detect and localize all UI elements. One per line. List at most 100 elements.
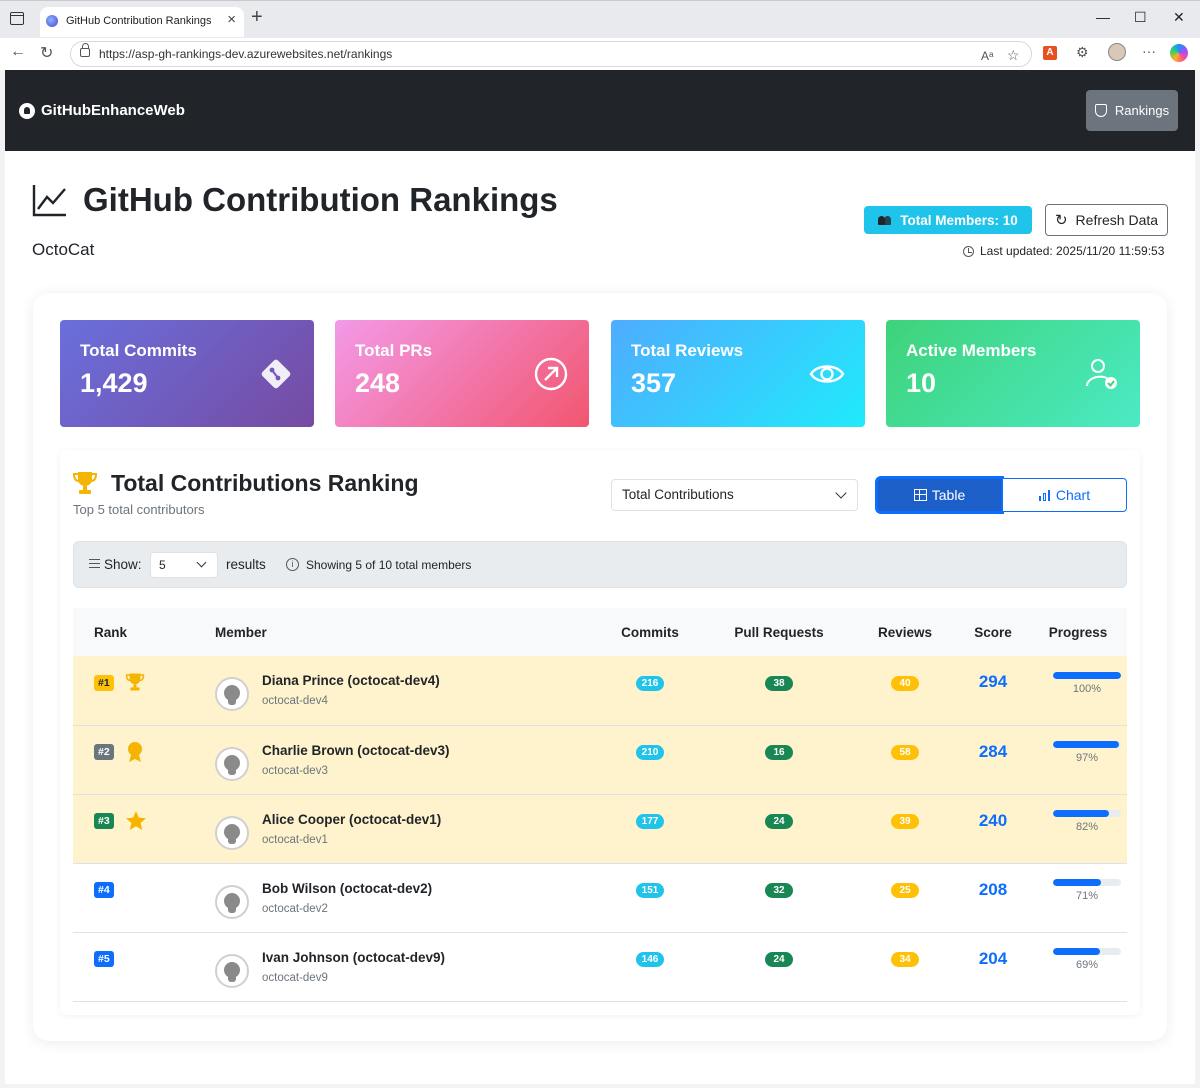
refresh-label: Refresh Data (1075, 212, 1159, 228)
table-view-button[interactable]: Table (877, 478, 1002, 512)
url-field[interactable]: https://asp-gh-rankings-dev.azurewebsite… (70, 41, 1032, 67)
member-name[interactable]: Ivan Johnson (octocat-dev9) (262, 949, 446, 965)
extension-a-icon[interactable]: A (1043, 46, 1057, 60)
table-row[interactable]: #4 Bob Wilson (octocat-dev2) octocat-dev… (73, 863, 1127, 932)
org-name: OctoCat (32, 240, 95, 259)
progress-bar: 71% (1053, 879, 1121, 902)
page-title: GitHub Contribution Rankings (83, 181, 558, 218)
prs-count: 24 (765, 952, 793, 967)
maximize-icon[interactable]: ☐ (1134, 9, 1147, 25)
member-cell: Bob Wilson (octocat-dev2) octocat-dev2 (215, 863, 595, 932)
rank-cell: #5 (73, 932, 215, 1001)
rank-cell: #1 (73, 656, 215, 725)
stat-card-reviews: Total Reviews 357 (611, 320, 865, 427)
progress-label: 100% (1072, 682, 1102, 695)
profile-avatar-icon[interactable] (1108, 43, 1126, 61)
column-header-rank[interactable]: Rank (94, 624, 128, 640)
column-header-pull-requests[interactable]: Pull Requests (734, 624, 824, 640)
member-name[interactable]: Diana Prince (octocat-dev4) (262, 673, 440, 689)
new-tab-icon[interactable]: + (251, 6, 263, 28)
progress-label: 82% (1075, 821, 1099, 833)
clock-icon (963, 245, 974, 257)
brand-name: GitHubEnhanceWeb (41, 102, 185, 119)
column-header-member[interactable]: Member (215, 624, 267, 640)
filter-bar: Show: 5 results i Showing 5 of 10 total … (73, 541, 1127, 588)
refresh-data-button[interactable]: ↻ Refresh Data (1045, 204, 1168, 236)
progress-bar: 82% (1053, 810, 1121, 833)
browser-tabbar: GitHub Contribution Rankings × + — ☐ ✕ (0, 0, 1200, 38)
prs-count: 32 (765, 883, 793, 898)
rank-cell: #3 (73, 794, 215, 863)
last-updated: Last updated: 2025/11/20 11:59:53 (963, 244, 1164, 258)
score-value: 284 (978, 741, 1008, 761)
member-name[interactable]: Charlie Brown (octocat-dev3) (262, 742, 450, 758)
prs-count: 24 (765, 814, 793, 829)
rank-badge: #2 (94, 743, 114, 760)
app-frame: GitHubEnhanceWeb Rankings GitHub Contrib… (5, 70, 1195, 1084)
column-header-score[interactable]: Score (974, 624, 1012, 640)
back-icon[interactable]: ← (10, 43, 26, 60)
copilot-icon[interactable] (1170, 44, 1188, 62)
more-menu-icon[interactable]: ··· (1142, 43, 1156, 59)
rankings-nav-button[interactable]: Rankings (1086, 90, 1178, 131)
git-commit-icon (261, 359, 291, 389)
table-row[interactable]: #1 Diana Prince (octocat-d (73, 656, 1127, 725)
trophy-icon (73, 472, 97, 494)
reviews-count: 25 (891, 883, 919, 898)
table-row[interactable]: #5 Ivan Johnson (octocat-dev9) octocat-d… (73, 932, 1127, 1001)
chart-view-button[interactable]: Chart (1002, 478, 1127, 512)
minimize-icon[interactable]: — (1096, 9, 1110, 25)
rank-badge: #5 (94, 951, 114, 967)
extensions-icon[interactable]: ⚙ (1076, 44, 1089, 60)
page-size-value: 5 (159, 558, 166, 572)
column-header-commits[interactable]: Commits (621, 624, 679, 640)
table-row[interactable]: #3 Alice Cooper (octocat-dev1) octocat-d… (73, 794, 1127, 863)
stat-label: Total Commits (80, 341, 197, 360)
reviews-count: 39 (891, 814, 919, 829)
sidebar-toggle-icon[interactable] (10, 12, 24, 25)
favicon-icon (46, 15, 58, 27)
member-name[interactable]: Alice Cooper (octocat-dev1) (262, 811, 442, 827)
ranking-table: Rank Member Commits Pull Requests Review… (73, 608, 1127, 1002)
score-value: 208 (978, 879, 1008, 899)
rankings-label: Rankings (1114, 103, 1170, 118)
browser-tab[interactable]: GitHub Contribution Rankings × (40, 7, 244, 37)
page-size-select[interactable]: 5 (150, 552, 218, 578)
member-name[interactable]: Bob Wilson (octocat-dev2) (262, 880, 433, 896)
favorite-star-icon[interactable]: ☆ (1007, 47, 1020, 63)
graph-up-icon (32, 185, 66, 217)
member-cell: Diana Prince (octocat-dev4) octocat-dev4 (215, 656, 595, 725)
commits-count: 210 (635, 745, 665, 760)
star-icon (126, 810, 147, 830)
reload-icon[interactable]: ↻ (40, 45, 54, 62)
metric-select[interactable]: Total Contributions (611, 479, 858, 511)
stat-label: Total Reviews (631, 341, 744, 360)
stat-label: Total PRs (355, 341, 433, 360)
member-login: octocat-dev1 (262, 833, 328, 846)
brand-link[interactable]: GitHubEnhanceWeb (19, 102, 185, 119)
table-row[interactable]: #2 Charlie Brown (octocat-dev3) (73, 725, 1127, 794)
show-label: Show: (104, 557, 142, 572)
stat-value: 10 (906, 368, 937, 398)
member-cell: Ivan Johnson (octocat-dev9) octocat-dev9 (215, 932, 595, 1001)
column-header-reviews[interactable]: Reviews (877, 624, 933, 640)
member-cell: Alice Cooper (octocat-dev1) octocat-dev1 (215, 794, 595, 863)
last-updated-text: Last updated: 2025/11/20 11:59:53 (980, 244, 1165, 258)
close-tab-icon[interactable]: × (227, 11, 236, 28)
stat-label: Active Members (906, 341, 1037, 360)
close-window-icon[interactable]: ✕ (1173, 9, 1185, 25)
read-aloud-icon[interactable]: Aᵃ (981, 49, 994, 63)
avatar-icon (215, 884, 249, 919)
avatar-icon (215, 677, 249, 712)
reviews-count: 58 (891, 745, 919, 760)
progress-label: 97% (1075, 752, 1099, 764)
column-header-progress[interactable]: Progress (1048, 624, 1108, 640)
stat-value: 248 (355, 368, 401, 398)
chevron-down-icon (835, 487, 847, 499)
prs-count: 16 (765, 745, 793, 760)
table-view-label: Table (931, 487, 966, 503)
progress-bar: 69% (1053, 948, 1121, 971)
member-cell: Charlie Brown (octocat-dev3) octocat-dev… (215, 725, 595, 794)
avatar-icon (215, 815, 249, 850)
progress-label: 69% (1075, 959, 1099, 971)
